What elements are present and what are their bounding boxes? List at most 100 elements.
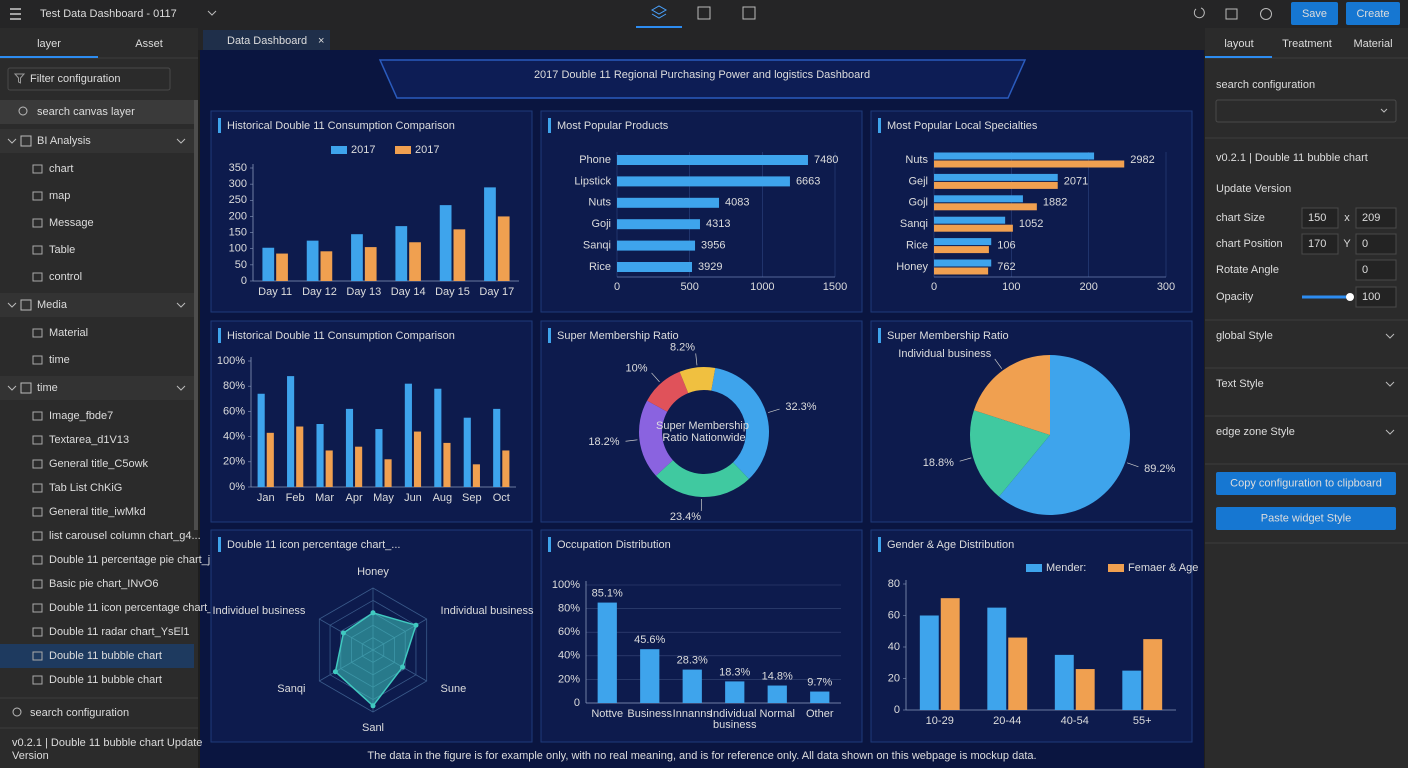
- field-value[interactable]: 150: [1308, 212, 1326, 224]
- config-select[interactable]: [1215, 99, 1397, 123]
- x-tick-label: Day 12: [302, 286, 337, 298]
- field-value[interactable]: 209: [1362, 212, 1380, 224]
- radar-label: Sanl: [362, 722, 384, 734]
- layer-item[interactable]: General title_C5owk: [49, 458, 149, 470]
- layer-item[interactable]: General title_iwMkd: [49, 506, 146, 518]
- layer-item[interactable]: Double 11 icon percentage chart_...: [49, 602, 222, 614]
- panel-tab[interactable]: Treatment: [1282, 38, 1332, 50]
- field-input[interactable]: [1355, 259, 1397, 281]
- group-name[interactable]: BI Analysis: [37, 135, 91, 147]
- layers-icon[interactable]: [650, 5, 668, 19]
- layer-item[interactable]: Message: [49, 217, 94, 229]
- legend-label: Mender:: [1046, 562, 1086, 574]
- x-tick-label: Jun: [404, 492, 422, 504]
- style-section[interactable]: edge zone Style: [1216, 426, 1295, 438]
- x-tick-label: Jan: [257, 492, 275, 504]
- y-tick-label: 80: [888, 578, 900, 590]
- preview-icon[interactable]: [742, 6, 756, 20]
- field-input[interactable]: [1355, 233, 1397, 255]
- leader-line: [994, 358, 1003, 369]
- x-tick-label: Other: [806, 708, 834, 720]
- field-input[interactable]: [1355, 286, 1397, 308]
- bar-annotation: 7480: [814, 154, 838, 166]
- opacity-slider-knob[interactable]: [1346, 293, 1354, 301]
- undo-icon[interactable]: [1193, 7, 1205, 19]
- tab-label[interactable]: Data Dashboard: [227, 35, 307, 47]
- layer-item[interactable]: list carousel column chart_g4...: [49, 530, 201, 542]
- group-header[interactable]: [0, 129, 194, 153]
- filter-placeholder[interactable]: Filter configuration: [30, 73, 121, 85]
- group-header[interactable]: [0, 293, 194, 317]
- create-label[interactable]: Create: [1356, 8, 1389, 20]
- item-icon: [32, 507, 43, 517]
- selected-row[interactable]: [0, 644, 194, 668]
- style-section[interactable]: global Style: [1216, 330, 1273, 342]
- title-accent: [548, 537, 551, 552]
- field-input[interactable]: [1301, 233, 1339, 255]
- frame-icon[interactable]: [697, 6, 711, 20]
- layer-item[interactable]: Tab List ChKiG: [49, 482, 122, 494]
- document-tab[interactable]: [203, 30, 330, 50]
- title-accent: [548, 118, 551, 133]
- layer-item[interactable]: map: [49, 190, 70, 202]
- action-button[interactable]: [1216, 472, 1396, 495]
- save-label[interactable]: Save: [1302, 8, 1327, 20]
- style-section[interactable]: Text Style: [1216, 378, 1264, 390]
- group-name[interactable]: time: [37, 382, 58, 394]
- group-name[interactable]: Media: [37, 299, 68, 311]
- layer-item[interactable]: time: [49, 354, 70, 366]
- save-button[interactable]: [1291, 2, 1338, 25]
- search-layer[interactable]: search canvas layer: [37, 106, 135, 118]
- share-icon[interactable]: [1225, 8, 1238, 20]
- menu-icon[interactable]: [10, 8, 21, 20]
- y-tick-label: 80%: [558, 603, 580, 615]
- search-layer-row[interactable]: [0, 100, 196, 124]
- y-tick-label: Sanqi: [583, 240, 611, 252]
- layer-item[interactable]: Double 11 radar chart_YsEl1: [49, 626, 189, 638]
- field-value[interactable]: 100: [1362, 291, 1380, 303]
- action-label[interactable]: Copy configuration to clipboard: [1230, 477, 1382, 489]
- item-icon: [32, 245, 43, 255]
- x-tick-label: 0: [614, 281, 620, 293]
- history-icon[interactable]: [1260, 8, 1272, 20]
- y-tick-label: 40%: [223, 431, 245, 443]
- title-dropdown[interactable]: [207, 10, 217, 16]
- field-input[interactable]: [1355, 207, 1397, 229]
- y-tick-label: Honey: [896, 261, 928, 273]
- dashboard-title: 2017 Double 11 Regional Purchasing Power…: [534, 69, 870, 81]
- item-icon: [32, 191, 43, 201]
- asset-tab[interactable]: Asset: [135, 38, 163, 50]
- item-icon: [32, 603, 43, 613]
- layer-tab[interactable]: layer: [37, 38, 61, 50]
- search-config[interactable]: search configuration: [30, 707, 129, 719]
- field-value[interactable]: 170: [1308, 238, 1326, 250]
- layer-item[interactable]: control: [49, 271, 82, 283]
- layer-item[interactable]: Table: [49, 244, 75, 256]
- filter-input[interactable]: [7, 67, 171, 91]
- layer-item[interactable]: Material: [49, 327, 88, 339]
- layer-item[interactable]: chart: [49, 163, 73, 175]
- close-tab[interactable]: ×: [318, 35, 324, 47]
- update-version[interactable]: Update Version: [1216, 183, 1291, 195]
- slice-label: 8.2%: [670, 341, 695, 353]
- action-label[interactable]: Paste widget Style: [1261, 512, 1352, 524]
- panel-tab[interactable]: layout: [1224, 38, 1253, 50]
- field-value[interactable]: 0: [1362, 238, 1368, 250]
- layer-item[interactable]: Image_fbde7: [49, 410, 113, 422]
- field-value[interactable]: 0: [1362, 264, 1368, 276]
- bar: [934, 246, 989, 254]
- field-input[interactable]: [1301, 207, 1339, 229]
- panel-tab[interactable]: Material: [1353, 38, 1392, 50]
- group-header[interactable]: [0, 376, 194, 400]
- title-accent: [218, 118, 221, 133]
- layer-item[interactable]: Basic pie chart_INvO6: [49, 578, 158, 590]
- layer-item[interactable]: Double 11 percentage pie chart_j...: [49, 554, 219, 566]
- scrollbar[interactable]: [194, 100, 198, 530]
- layer-item[interactable]: Double 11 bubble chart: [49, 650, 162, 662]
- action-button[interactable]: [1216, 507, 1396, 530]
- expand-arrow: [7, 385, 17, 391]
- layer-item[interactable]: Double 11 bubble chart: [49, 674, 162, 686]
- layer-item[interactable]: Textarea_d1V13: [49, 434, 129, 446]
- create-button[interactable]: [1346, 2, 1400, 25]
- radar-label: Sune: [441, 683, 467, 695]
